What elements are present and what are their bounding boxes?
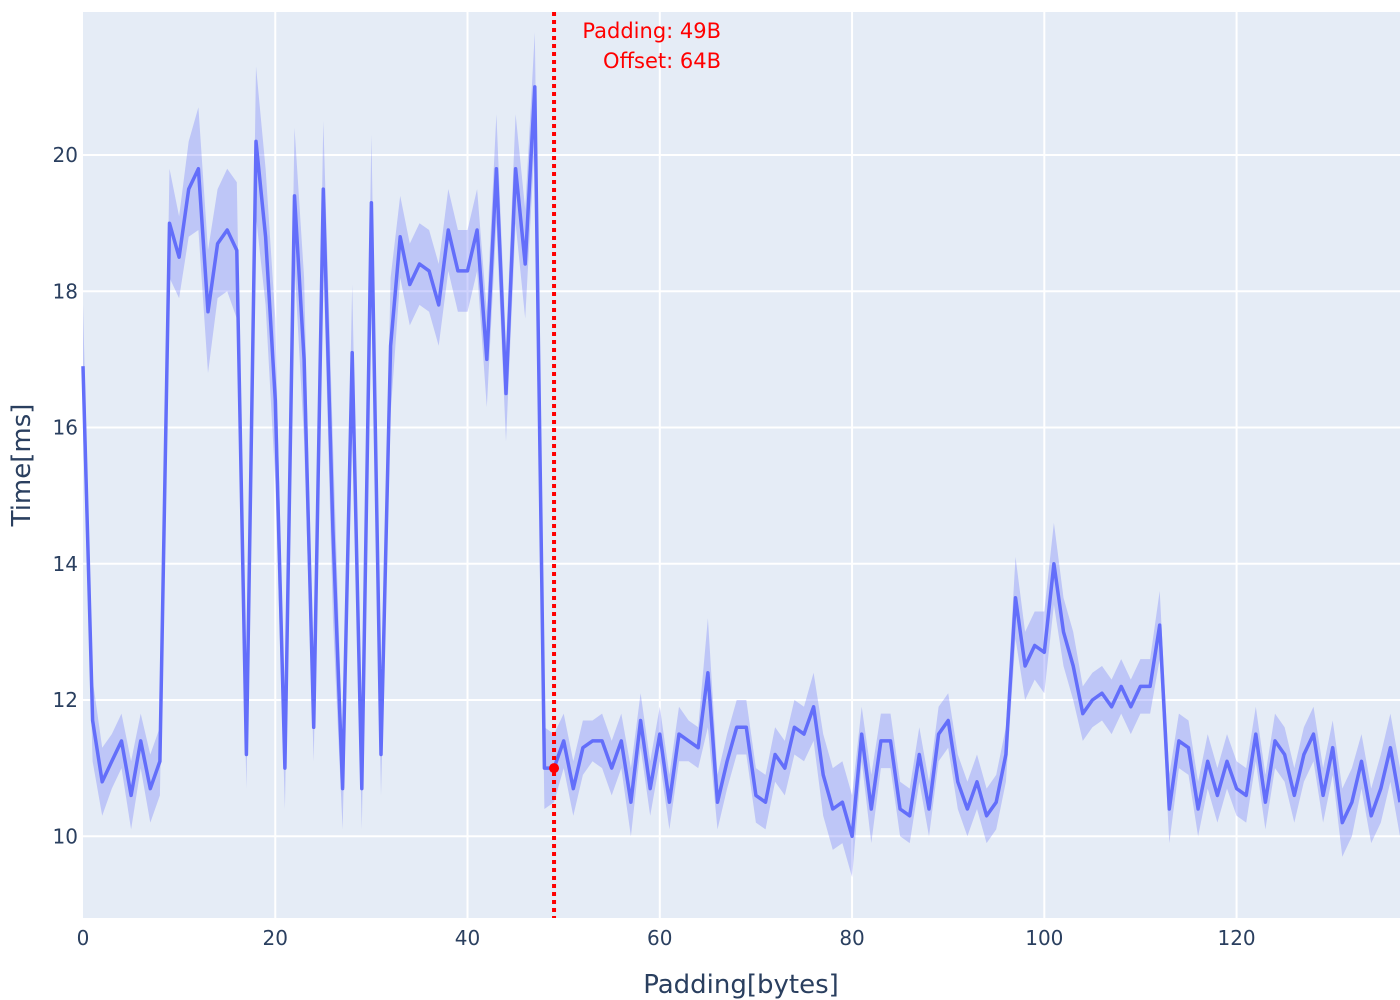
x-axis-ticks: 0 20 40 60 80 100 120 — [77, 926, 1256, 950]
x-tick-label: 0 — [77, 926, 90, 950]
gridlines — [83, 12, 1400, 918]
y-tick-label: 18 — [53, 279, 78, 303]
annotation-offset: Offset: 64B — [603, 49, 721, 73]
y-axis-ticks: 10 12 14 16 18 20 — [53, 143, 78, 848]
annotation-padding: Padding: 49B — [582, 19, 721, 43]
x-tick-label: 40 — [455, 926, 480, 950]
plot-area — [83, 12, 1400, 918]
y-tick-label: 12 — [53, 688, 78, 712]
y-axis-title: Time[ms] — [7, 404, 37, 528]
x-tick-label: 120 — [1217, 926, 1255, 950]
y-tick-label: 14 — [53, 552, 78, 576]
series-line — [81, 85, 1400, 839]
x-axis-title: Padding[bytes] — [643, 970, 839, 1000]
x-tick-label: 60 — [647, 926, 672, 950]
x-tick-label: 20 — [263, 926, 288, 950]
threshold-marker — [549, 763, 560, 774]
x-tick-label: 80 — [839, 926, 864, 950]
x-tick-label: 100 — [1025, 926, 1063, 950]
y-tick-label: 20 — [53, 143, 78, 167]
y-tick-label: 10 — [53, 824, 78, 848]
confidence-band — [83, 32, 1400, 878]
y-tick-label: 16 — [53, 416, 78, 440]
